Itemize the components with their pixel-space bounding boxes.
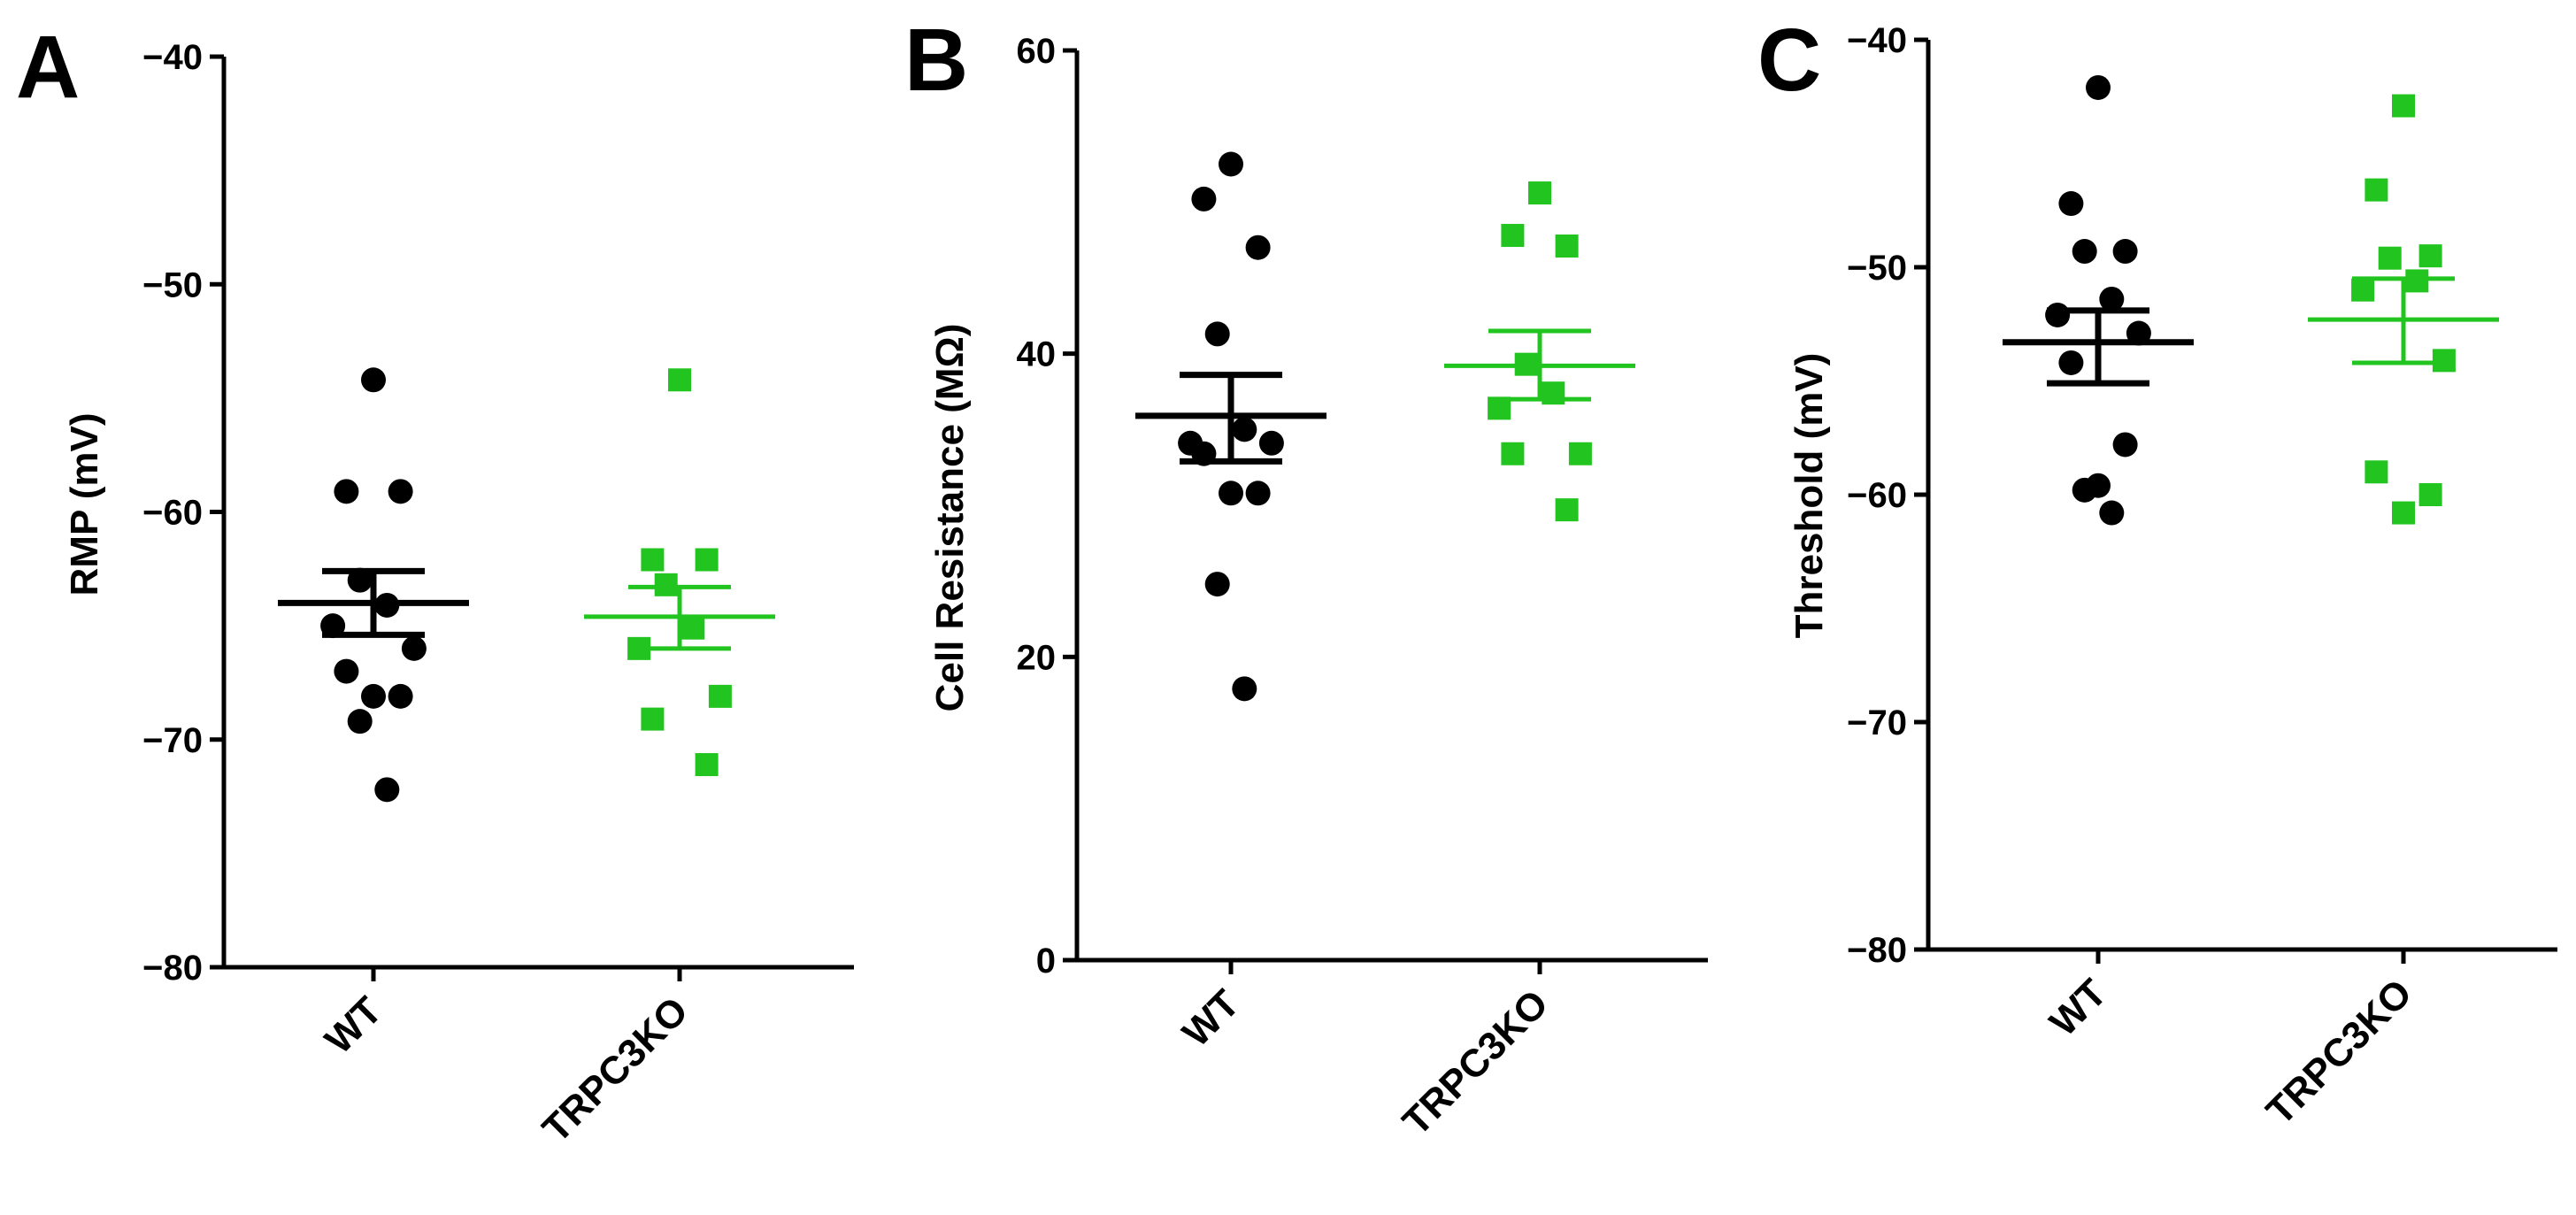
panel-c: C Threshold (mV) −80 −70 −60 −50 −40 WT TRPC3K… — [1757, 11, 2557, 1134]
y-tick-label: 20 — [1017, 638, 1057, 677]
data-point-wt — [1204, 321, 1230, 347]
data-point-wt — [1232, 676, 1257, 702]
panel-a: A RMP (mV) −80 −70 −60 −50 −40 WT TRPC3KO — [16, 18, 854, 1151]
data-point-wt — [2045, 302, 2071, 327]
data-point-trpc3ko — [2378, 246, 2402, 270]
panel-letter-c: C — [1757, 11, 1821, 110]
x-tick-label: TRPC3KO — [1395, 981, 1557, 1143]
y-tick-label: 0 — [1036, 942, 1056, 980]
data-point-trpc3ko — [1501, 224, 1525, 248]
y-tick-label: −60 — [1847, 476, 1907, 515]
data-point-wt — [2072, 239, 2097, 265]
data-point-wt — [1245, 481, 1271, 506]
data-point-wt — [401, 635, 427, 661]
data-point-wt — [1232, 417, 1257, 442]
data-point-wt — [374, 777, 400, 803]
data-point-wt — [361, 683, 386, 709]
data-point-trpc3ko — [668, 368, 691, 392]
x-tick-label: WT — [2042, 971, 2115, 1044]
data-point-trpc3ko — [2392, 94, 2415, 118]
y-tick-label: 40 — [1017, 335, 1057, 374]
data-point-trpc3ko — [2392, 501, 2415, 525]
data-point-wt — [2058, 191, 2084, 217]
data-point-wt — [2112, 239, 2138, 265]
x-tick-label: WT — [317, 988, 390, 1062]
data-point-wt — [2099, 500, 2125, 526]
panel-letter-a: A — [16, 18, 80, 117]
data-point-trpc3ko — [1568, 442, 1592, 465]
data-point-wt — [2099, 286, 2125, 311]
data-point-trpc3ko — [1555, 498, 1579, 522]
data-point-trpc3ko — [2418, 244, 2442, 268]
x-tick-label: WT — [1174, 981, 1248, 1055]
data-point-trpc3ko — [695, 753, 719, 777]
data-point-trpc3ko — [2432, 349, 2456, 373]
y-axis-title: Threshold (mV) — [1788, 353, 1831, 639]
data-point-wt — [2086, 74, 2111, 100]
data-point-wt — [1204, 572, 1230, 597]
y-tick-label: 60 — [1017, 32, 1057, 71]
data-point-wt — [2058, 350, 2084, 375]
data-point-wt — [334, 658, 359, 684]
data-point-wt — [388, 479, 413, 504]
y-tick-label: −60 — [142, 494, 203, 533]
data-point-trpc3ko — [695, 548, 719, 572]
y-tick-label: −70 — [142, 721, 203, 760]
data-point-trpc3ko — [708, 684, 732, 708]
data-point-trpc3ko — [2405, 269, 2429, 293]
data-point-trpc3ko — [641, 548, 665, 572]
y-tick-label: −50 — [1847, 249, 1907, 288]
y-tick-label: −80 — [1847, 931, 1907, 970]
panel-b: B Cell Resistance (MΩ) 0 20 40 60 WT TRPC3KO — [904, 11, 1708, 1144]
data-point-wt — [1258, 430, 1284, 456]
data-point-trpc3ko — [1528, 181, 1551, 205]
data-point-trpc3ko — [641, 707, 665, 731]
data-point-trpc3ko — [1555, 235, 1579, 258]
x-tick-label: TRPC3KO — [534, 988, 696, 1150]
data-point-wt — [388, 683, 413, 709]
data-point-trpc3ko — [681, 616, 705, 640]
data-point-wt — [2072, 477, 2097, 503]
data-point-trpc3ko — [2418, 483, 2442, 506]
data-point-trpc3ko — [2351, 278, 2375, 302]
y-tick-label: −50 — [142, 265, 203, 304]
y-tick-label: −40 — [142, 38, 203, 77]
y-tick-label: −70 — [1847, 704, 1907, 742]
x-tick-label: TRPC3KO — [2258, 971, 2420, 1133]
data-point-trpc3ko — [2365, 460, 2388, 484]
data-point-wt — [1191, 186, 1217, 211]
y-axis-title: Cell Resistance (MΩ) — [928, 324, 972, 712]
data-point-wt — [1219, 151, 1243, 177]
y-tick-label: −40 — [1847, 21, 1907, 60]
data-point-wt — [1219, 481, 1243, 506]
y-tick-label: −80 — [142, 949, 203, 988]
data-point-trpc3ko — [2365, 178, 2388, 202]
data-point-trpc3ko — [1501, 442, 1525, 465]
y-axis-title: RMP (mV) — [63, 413, 106, 596]
data-point-wt — [347, 709, 373, 734]
panel-letter-b: B — [904, 11, 968, 110]
data-point-trpc3ko — [654, 573, 678, 596]
data-point-wt — [1245, 235, 1271, 260]
data-point-wt — [361, 367, 386, 393]
data-point-wt — [334, 479, 359, 504]
data-point-wt — [2112, 432, 2138, 458]
